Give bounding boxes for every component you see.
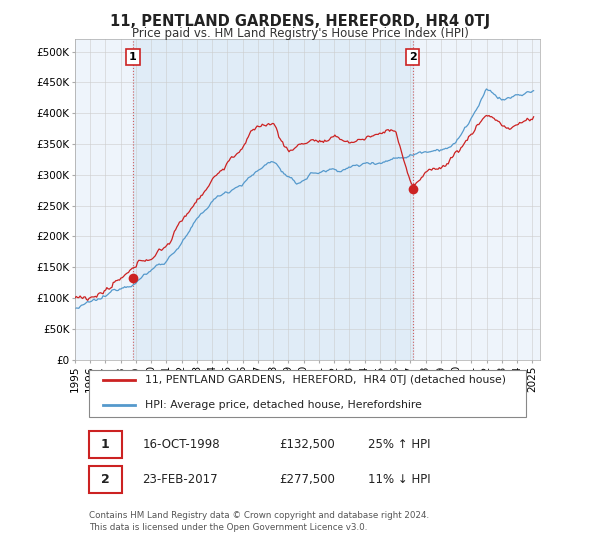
FancyBboxPatch shape bbox=[89, 370, 526, 417]
Text: 2: 2 bbox=[409, 52, 416, 62]
Text: 16-OCT-1998: 16-OCT-1998 bbox=[142, 438, 220, 451]
FancyBboxPatch shape bbox=[89, 466, 121, 493]
Text: 11, PENTLAND GARDENS, HEREFORD, HR4 0TJ: 11, PENTLAND GARDENS, HEREFORD, HR4 0TJ bbox=[110, 14, 490, 29]
Text: £277,500: £277,500 bbox=[280, 473, 335, 486]
Text: 11% ↓ HPI: 11% ↓ HPI bbox=[368, 473, 431, 486]
Text: Contains HM Land Registry data © Crown copyright and database right 2024.
This d: Contains HM Land Registry data © Crown c… bbox=[89, 511, 429, 532]
Text: £132,500: £132,500 bbox=[280, 438, 335, 451]
Text: Price paid vs. HM Land Registry's House Price Index (HPI): Price paid vs. HM Land Registry's House … bbox=[131, 27, 469, 40]
Text: 1: 1 bbox=[129, 52, 137, 62]
Bar bbox=[133, 39, 413, 360]
Text: 11, PENTLAND GARDENS,  HEREFORD,  HR4 0TJ (detached house): 11, PENTLAND GARDENS, HEREFORD, HR4 0TJ … bbox=[145, 375, 506, 385]
Text: 25% ↑ HPI: 25% ↑ HPI bbox=[368, 438, 430, 451]
Text: 2: 2 bbox=[101, 473, 110, 486]
Text: HPI: Average price, detached house, Herefordshire: HPI: Average price, detached house, Here… bbox=[145, 400, 422, 410]
Text: 23-FEB-2017: 23-FEB-2017 bbox=[142, 473, 218, 486]
Text: 1: 1 bbox=[101, 438, 110, 451]
FancyBboxPatch shape bbox=[89, 431, 121, 458]
